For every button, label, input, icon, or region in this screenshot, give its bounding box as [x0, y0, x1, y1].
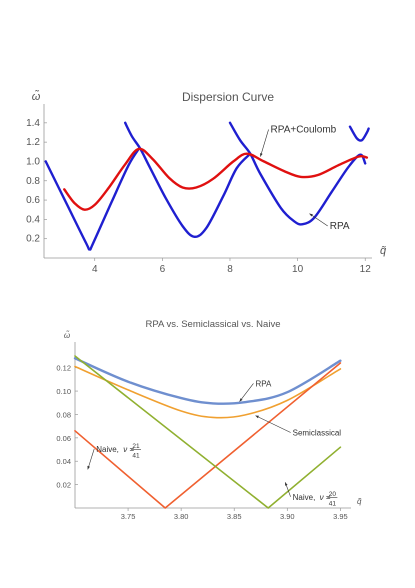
- annotation-label: RPA: [330, 221, 350, 232]
- y-tick-label: 0.06: [56, 434, 71, 443]
- y-tick-label: 0.10: [56, 387, 71, 396]
- chart-1: Dispersion Curve ω̃ q̃ 4 6 8 10 12 0.2 0.4 0.6 0.8 1…: [26, 90, 387, 275]
- series-naive-20-41-line: [74, 355, 342, 509]
- x-tick-label: 8: [227, 264, 233, 275]
- annotation-pointer: [260, 129, 269, 157]
- series-semiclassical-line: [74, 365, 342, 419]
- series-rpa-line: [73, 357, 342, 405]
- annotation-pointer: [255, 415, 291, 433]
- series-rpa-line: [228, 121, 367, 226]
- series-rpa-line: [348, 125, 370, 142]
- annotation-pointer: [87, 448, 95, 470]
- annotation-label: Naive,: [96, 445, 119, 454]
- x-axis-label: q̃: [380, 245, 387, 257]
- annotation-fraction-denominator: 41: [132, 452, 140, 459]
- y-axis-label: ω̃: [64, 331, 70, 340]
- x-axis-label: q̃: [357, 497, 362, 506]
- annotation-fraction-numerator: 20: [329, 491, 337, 498]
- chart-title: Dispersion Curve: [182, 90, 274, 104]
- annotation-label: Naive,: [293, 493, 316, 502]
- x-tick-label: 4: [92, 264, 98, 275]
- chart-title: RPA vs. Semiclassical vs. Naive: [146, 319, 281, 330]
- y-tick-label: 0.8: [26, 176, 40, 187]
- annotation-arrowhead: [255, 415, 259, 419]
- x-tick-label: 3.85: [227, 512, 242, 521]
- annotation-label: RPA+Coulomb: [271, 124, 337, 135]
- y-tick-label: 0.4: [26, 214, 40, 225]
- x-tick-label: 3.75: [121, 512, 136, 521]
- y-tick-label: 0.02: [56, 481, 71, 490]
- y-axis-label: ω̃: [32, 90, 41, 103]
- annotation-arrowhead: [285, 482, 288, 486]
- x-tick-label: 12: [360, 264, 372, 275]
- x-tick-label: 3.95: [333, 512, 348, 521]
- x-tick-label: 3.90: [280, 512, 295, 521]
- annotation-arrowhead: [87, 465, 91, 470]
- x-tick-label: 3.80: [174, 512, 189, 521]
- x-tick-label: 6: [160, 264, 166, 275]
- annotation-fraction-numerator: 21: [132, 443, 140, 450]
- series-naive-21-41-line: [74, 362, 342, 509]
- annotation-pointer: [239, 383, 254, 402]
- annotation-label: Semiclassical: [293, 429, 342, 438]
- y-tick-label: 1.2: [26, 137, 40, 148]
- annotation-nu: ν =: [320, 493, 331, 502]
- series-rpa-coulomb-line: [63, 147, 369, 211]
- y-tick-label: 0.04: [56, 457, 71, 466]
- annotation-nu: ν =: [123, 445, 134, 454]
- y-tick-label: 1.4: [26, 118, 40, 129]
- annotation-pointer: [309, 213, 328, 227]
- chart-2: RPA vs. Semiclassical vs. Naive ω̃ q̃ 3.75 3…: [56, 319, 362, 521]
- y-tick-label: 0.12: [56, 364, 71, 373]
- series-rpa-line: [44, 147, 140, 251]
- y-tick-label: 0.6: [26, 195, 40, 206]
- annotation-arrowhead: [309, 213, 313, 217]
- annotation-arrowhead: [260, 153, 263, 157]
- series-rpa-line: [124, 121, 252, 239]
- y-tick-label: 1.0: [26, 156, 40, 167]
- annotation-arrowhead: [239, 398, 243, 402]
- x-tick-label: 10: [292, 264, 304, 275]
- annotation-label: RPA: [255, 379, 272, 388]
- y-tick-label: 0.08: [56, 410, 71, 419]
- annotation-fraction-denominator: 41: [329, 500, 337, 507]
- y-tick-label: 0.2: [26, 234, 40, 245]
